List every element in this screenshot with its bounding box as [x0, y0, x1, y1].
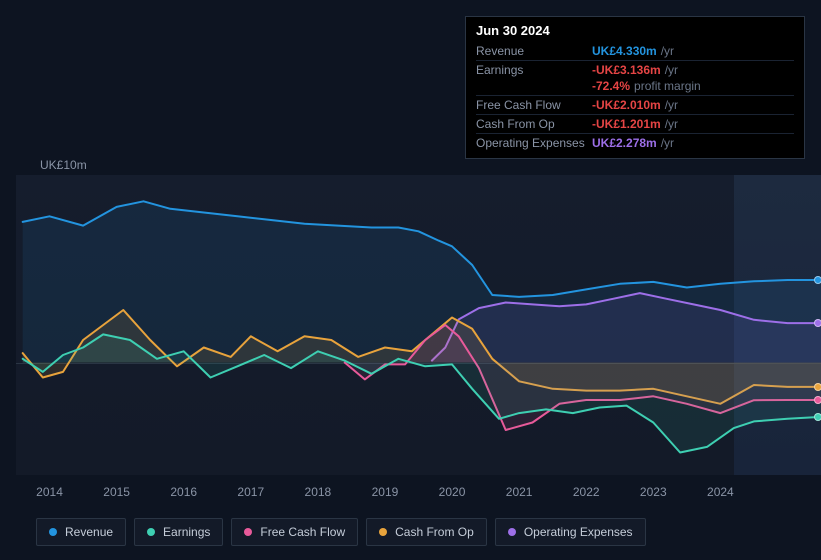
x-axis-tick: 2023 [640, 485, 667, 499]
series-end-marker [814, 413, 821, 421]
tooltip-value: UK£2.278m [592, 136, 657, 150]
x-axis-tick: 2014 [36, 485, 63, 499]
tooltip-subrow: -72.4% profit margin [476, 79, 794, 95]
tooltip-label: Free Cash Flow [476, 98, 592, 112]
tooltip-row: Free Cash Flow-UK£2.010m/yr [476, 95, 794, 114]
legend-item-cash-from-op[interactable]: Cash From Op [366, 518, 487, 546]
legend-label: Revenue [65, 525, 113, 539]
legend-dot-icon [49, 528, 57, 536]
tooltip-value: -UK£1.201m [592, 117, 661, 131]
x-axis-tick: 2022 [573, 485, 600, 499]
x-axis-tick: 2015 [103, 485, 130, 499]
legend-label: Cash From Op [395, 525, 474, 539]
x-axis-tick: 2024 [707, 485, 734, 499]
tooltip-suffix: /yr [665, 117, 678, 131]
legend-dot-icon [379, 528, 387, 536]
x-axis: 2014 2015 2016 2017 2018 2019 2020 2021 2022 2023… [16, 485, 821, 505]
tooltip-value: -UK£3.136m [592, 63, 661, 77]
series-end-marker [814, 383, 821, 391]
legend-dot-icon [147, 528, 155, 536]
series-end-marker [814, 319, 821, 327]
tooltip-value: UK£4.330m [592, 44, 657, 58]
tooltip-date: Jun 30 2024 [476, 23, 794, 42]
tooltip-row: Operating ExpensesUK£2.278m/yr [476, 133, 794, 152]
tooltip-suffix: /yr [665, 98, 678, 112]
legend-label: Free Cash Flow [260, 525, 345, 539]
financial-chart: Jun 30 2024 RevenueUK£4.330m/yrEarnings-… [16, 0, 821, 560]
legend-item-free-cash-flow[interactable]: Free Cash Flow [231, 518, 358, 546]
y-axis-label: UK£10m [40, 158, 87, 172]
tooltip-suffix: /yr [665, 63, 678, 77]
tooltip-suffix: /yr [661, 136, 674, 150]
series-end-marker [814, 276, 821, 284]
tooltip-sub-value: -72.4% [592, 79, 630, 93]
tooltip-sub-label: profit margin [634, 79, 701, 93]
plot-area[interactable] [16, 175, 821, 475]
legend-dot-icon [244, 528, 252, 536]
tooltip-label: Cash From Op [476, 117, 592, 131]
legend-item-revenue[interactable]: Revenue [36, 518, 126, 546]
x-axis-tick: 2018 [305, 485, 332, 499]
tooltip-value: -UK£2.010m [592, 98, 661, 112]
x-axis-tick: 2019 [372, 485, 399, 499]
tooltip-label: Revenue [476, 44, 592, 58]
legend-dot-icon [508, 528, 516, 536]
tooltip-row: Cash From Op-UK£1.201m/yr [476, 114, 794, 133]
x-axis-tick: 2017 [237, 485, 264, 499]
x-axis-tick: 2021 [506, 485, 533, 499]
x-axis-tick: 2020 [439, 485, 466, 499]
series-end-marker [814, 396, 821, 404]
x-axis-tick: 2016 [170, 485, 197, 499]
chart-legend: Revenue Earnings Free Cash Flow Cash From O… [36, 518, 646, 546]
tooltip-row: RevenueUK£4.330m/yr [476, 42, 794, 60]
tooltip-row: Earnings-UK£3.136m/yr [476, 60, 794, 79]
legend-item-operating-expenses[interactable]: Operating Expenses [495, 518, 646, 546]
chart-tooltip: Jun 30 2024 RevenueUK£4.330m/yrEarnings-… [465, 16, 805, 159]
tooltip-label: Operating Expenses [476, 136, 592, 150]
tooltip-label: Earnings [476, 63, 592, 77]
legend-label: Operating Expenses [524, 525, 633, 539]
legend-label: Earnings [163, 525, 210, 539]
chart-lines [16, 175, 821, 475]
tooltip-suffix: /yr [661, 44, 674, 58]
legend-item-earnings[interactable]: Earnings [134, 518, 223, 546]
